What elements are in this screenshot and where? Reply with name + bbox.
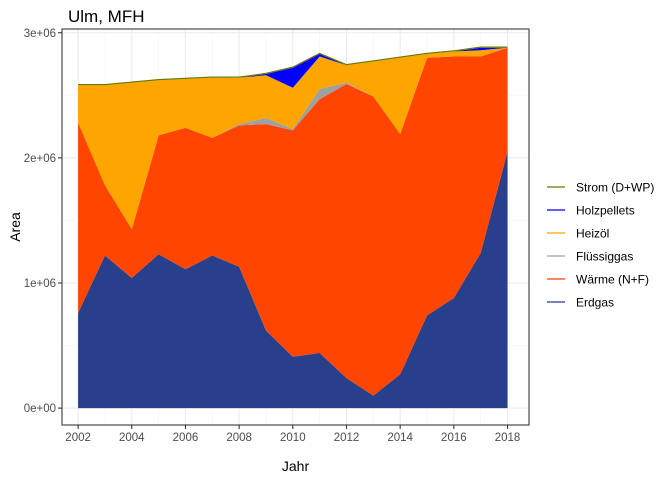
legend-label: Strom (D+WP) (576, 181, 654, 195)
area-holzpellets (78, 47, 508, 88)
legend-item-w-rme-n-f: Wärme (N+F) (547, 273, 649, 287)
x-tick-label: 2006 (173, 432, 199, 444)
legend-item-strom-d-wp: Strom (D+WP) (547, 181, 654, 195)
plot-border (61, 28, 530, 426)
legend-label: Erdgas (576, 296, 614, 310)
x-axis: 2002 2004 2006 2008 2010 2012 2014 2016 2018 (65, 425, 520, 444)
y-tick-label: 0e+00 (24, 403, 56, 415)
legend-item-holzpellets: Holzpellets (547, 204, 635, 218)
area-series (78, 46, 508, 409)
y-tick-label: 3e+06 (24, 28, 56, 40)
y-tick-label: 1e+06 (24, 278, 56, 290)
x-tick-label: 2002 (65, 432, 91, 444)
area-erdgas (78, 151, 508, 409)
legend-label: Heizöl (576, 227, 609, 241)
legend-label: Wärme (N+F) (576, 273, 649, 287)
x-tick-label: 2012 (334, 432, 360, 444)
x-tick-label: 2010 (280, 432, 306, 444)
y-axis-title: Area (7, 212, 23, 242)
x-tick-label: 2004 (119, 432, 145, 444)
x-tick-label: 2014 (387, 432, 413, 444)
area-w-rme-n-f (78, 47, 508, 396)
plot-panel (61, 28, 530, 426)
legend-item-heiz-l: Heizöl (547, 227, 609, 241)
legend-item-fl-ssiggas: Flüssiggas (547, 250, 633, 264)
legend-label: Holzpellets (576, 204, 635, 218)
x-tick-label: 2008 (226, 432, 252, 444)
legend-label: Flüssiggas (576, 250, 633, 264)
x-axis-title: Jahr (282, 458, 310, 474)
legend-item-erdgas: Erdgas (547, 296, 614, 310)
chart-title: Ulm, MFH (68, 7, 144, 26)
area-heiz-l (78, 47, 508, 230)
legend: Strom (D+WP) Holzpellets Heizöl Flüssiggas W… (547, 181, 654, 310)
y-axis: 0e+00 1e+06 2e+06 3e+06 (24, 28, 62, 415)
x-tick-label: 2016 (441, 432, 467, 444)
y-tick-label: 2e+06 (24, 153, 56, 165)
x-tick-label: 2018 (495, 432, 521, 444)
